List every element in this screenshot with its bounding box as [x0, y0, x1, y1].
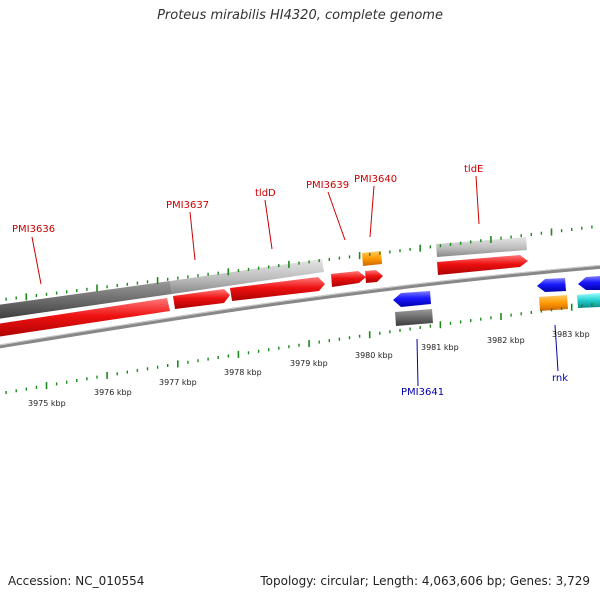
ruler-label: 3982 kbp	[487, 336, 525, 345]
cds-tldD[interactable]	[230, 277, 325, 301]
gene-PMI3636[interactable]	[0, 281, 172, 320]
map-title: Proteus mirabilis HI4320, complete genom…	[157, 8, 443, 23]
genome-backbone-highlight	[0, 264, 600, 346]
label-PMI3639[interactable]: PMI3639	[306, 180, 349, 191]
cds-right-blue[interactable]	[578, 276, 600, 290]
cds-PMI3640[interactable]	[365, 270, 383, 283]
ruler-label: 3981 kbp	[421, 343, 459, 352]
cds-PMI3636[interactable]	[0, 298, 170, 338]
ruler-label: 3983 kbp	[552, 330, 590, 339]
label-rnk[interactable]: rnk	[552, 373, 568, 384]
gene-PMI3637-tldD[interactable]	[170, 259, 324, 294]
ruler-ticks-upper	[5, 225, 593, 301]
gene-tldE[interactable]	[436, 237, 527, 257]
ruler-ticks-lower	[5, 303, 593, 394]
ruler-label: 3977 kbp	[159, 378, 197, 387]
ruler-label: 3979 kbp	[290, 359, 328, 368]
feature-right-cyan[interactable]	[577, 293, 600, 308]
genome-summary: Topology: circular; Length: 4,063,606 bp…	[260, 574, 590, 588]
cds-PMI3637[interactable]	[173, 289, 230, 309]
genome-backbone	[0, 264, 600, 349]
cds-rnk[interactable]	[537, 278, 566, 292]
label-PMI3640[interactable]: PMI3640	[354, 174, 397, 185]
cds-PMI3639[interactable]	[331, 271, 366, 287]
label-PMI3641[interactable]: PMI3641	[401, 387, 444, 398]
label-tldE[interactable]: tldE	[464, 164, 483, 175]
label-leaders	[31, 175, 559, 387]
label-PMI3636[interactable]: PMI3636	[12, 224, 55, 235]
accession-label: Accession: NC_010554	[8, 574, 145, 588]
label-PMI3637[interactable]: PMI3637	[166, 200, 209, 211]
cds-tldE[interactable]	[437, 255, 528, 275]
ruler-label: 3975 kbp	[28, 399, 66, 408]
feature-PMI3640-orange[interactable]	[362, 251, 382, 266]
ruler-label: 3978 kbp	[224, 368, 262, 377]
gene-PMI3641[interactable]	[395, 309, 433, 326]
ruler-labels: 3975 kbp 3976 kbp 3977 kbp 3978 kbp 3979 kbp…	[28, 330, 590, 408]
gene-rnk-orange[interactable]	[539, 295, 568, 311]
ruler-label: 3976 kbp	[94, 388, 132, 397]
ruler-label: 3980 kbp	[355, 351, 393, 360]
cds-PMI3641[interactable]	[393, 291, 431, 307]
label-tldD[interactable]: tldD	[255, 188, 276, 199]
